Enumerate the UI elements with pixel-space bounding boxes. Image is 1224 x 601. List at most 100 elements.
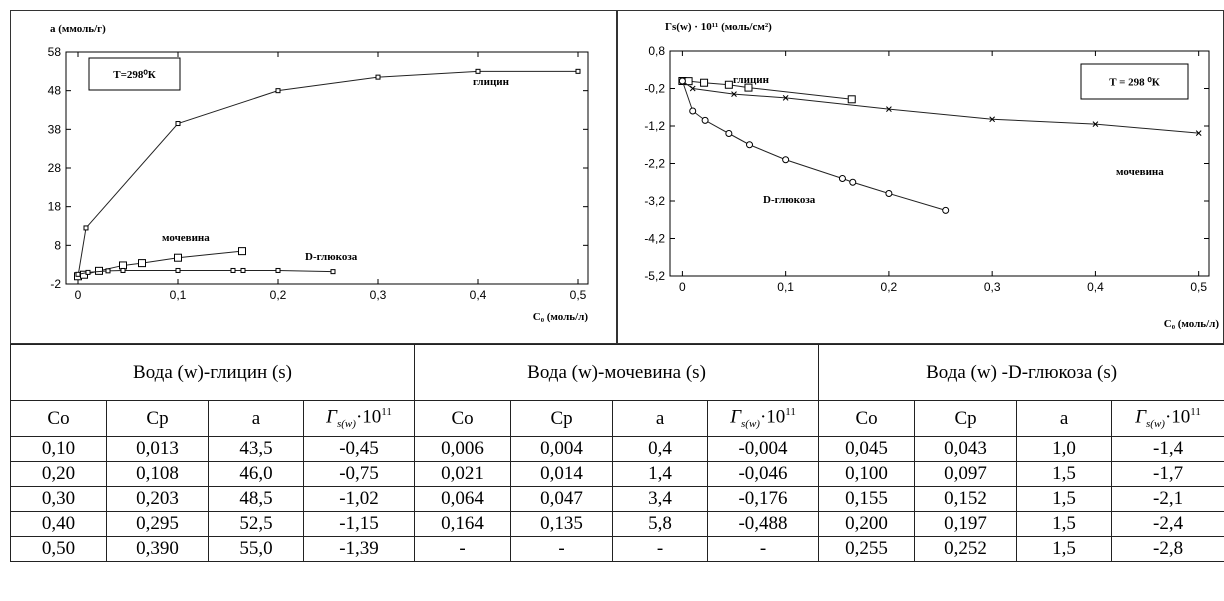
y-tick-label: 28: [48, 161, 62, 175]
data-point: [375, 74, 381, 80]
data-point: [95, 266, 103, 275]
table-cell: 1,5: [1016, 536, 1113, 562]
table-cell: 0,064: [414, 486, 512, 512]
x-tick-label: 0,4: [1087, 280, 1104, 294]
table-cell: -1,02: [302, 486, 416, 512]
chart-gibbs-adsorption: 0,8 -0,2 -1,2 -2,2 -3,2 -4,2 -5,2 0 0,1 0,2 0,3 0,4…: [617, 10, 1224, 344]
table-cell: 5,8: [612, 511, 709, 537]
table-cell: 48,5: [208, 486, 304, 512]
column-header-gamma: Γs(w)·1011: [302, 400, 416, 437]
series-label: глицин: [473, 76, 510, 88]
column-header: Cp: [510, 400, 614, 437]
temperature-box: [88, 57, 181, 91]
series-label: D-глюкоза: [305, 251, 358, 263]
data-point: [838, 175, 846, 182]
table-cell: -0,176: [707, 486, 820, 512]
group-header: Вода (w) -D-глюкоза (s): [818, 344, 1224, 401]
table-cell: 0,10: [10, 436, 107, 462]
data-point: [725, 130, 733, 137]
table-cell: 0,047: [510, 486, 614, 512]
x-tick-label: 0: [75, 288, 82, 302]
table-cell: 0,40: [10, 511, 107, 537]
table-cell: 3,4: [612, 486, 709, 512]
table-cell: 0,100: [818, 461, 916, 487]
table-cell: 0,004: [510, 436, 614, 462]
table-cell: -: [414, 536, 512, 562]
table-cell: -1,15: [302, 511, 416, 537]
y-tick-label: -0,2: [644, 82, 665, 96]
x-tick-label: 0,5: [1190, 280, 1207, 294]
table-cell: 0,155: [818, 486, 916, 512]
data-point: [575, 68, 581, 74]
table-cell: 1,5: [1016, 486, 1113, 512]
outer-frame: [10, 10, 617, 344]
data-point: [138, 259, 146, 268]
data-point: [731, 91, 737, 97]
data-point: [678, 77, 686, 85]
data-point: [689, 85, 696, 92]
table-cell: -1,39: [302, 536, 416, 562]
table-cell: 0,043: [914, 436, 1018, 462]
table-cell: 52,5: [208, 511, 304, 537]
data-point: [105, 268, 111, 274]
column-header: Cp: [914, 400, 1018, 437]
table-cell: 0,30: [10, 486, 107, 512]
y-tick-label: 38: [48, 122, 62, 136]
table-cell: -0,046: [707, 461, 820, 487]
table-cell: 55,0: [208, 536, 304, 562]
y-tick-label: -2: [50, 277, 61, 291]
group-header: Вода (w)-глицин (s): [9, 344, 416, 401]
data-point: [1092, 121, 1099, 127]
data-point: [330, 269, 336, 275]
data-point: [885, 190, 893, 197]
y-axis-label: a (ммоль/г): [50, 23, 106, 35]
column-header: Cp: [106, 400, 209, 437]
x-tick-label: 0,5: [570, 288, 587, 302]
table-cell: 0,097: [914, 461, 1018, 487]
table-row: 0,20 0,108 46,0 -0,75 0,021 0,014 1,4 -0,046 0,1…: [10, 461, 1224, 487]
x-tick-label: 0: [679, 280, 686, 294]
data-point: [275, 88, 281, 94]
table-cell: 0,295: [106, 511, 209, 537]
table-cell: -1,4: [1111, 436, 1224, 462]
table-cell: -0,45: [302, 436, 416, 462]
table-cell: -: [707, 536, 820, 562]
table-cell: 0,108: [106, 461, 209, 487]
group-header: Вода (w)-мочевина (s): [414, 344, 820, 401]
column-header-gamma: Γs(w)·1011: [707, 400, 820, 437]
data-point: [175, 267, 181, 273]
table-cell: 0,164: [414, 511, 512, 537]
table-cell: -1,7: [1111, 461, 1224, 487]
table-cell: -: [612, 536, 709, 562]
table-cell: -0,488: [707, 511, 820, 537]
table-cell: -0,004: [707, 436, 820, 462]
table-cell: 0,152: [914, 486, 1018, 512]
table-cell: 0,50: [10, 536, 107, 562]
temperature-label: T=298⁰К: [113, 69, 156, 81]
series-line: [681, 80, 946, 211]
x-tick-label: 0,2: [881, 280, 898, 294]
data-point: [746, 141, 754, 149]
table-row: 0,50 0,390 55,0 -1,39- - - -0,255 0,252 1,5 -2,8: [10, 536, 1224, 562]
data-point: [175, 121, 181, 127]
y-tick-label: 8: [54, 238, 61, 252]
table-cell: -2,8: [1111, 536, 1224, 562]
data-point: [85, 269, 91, 275]
column-header: Co: [10, 400, 107, 437]
data-point: [744, 83, 753, 92]
table-cell: 1,5: [1016, 461, 1113, 487]
y-tick-label: 58: [48, 45, 62, 59]
y-axis-label: Γs(w) · 10¹¹ (моль/см²): [665, 21, 772, 33]
data-point: [701, 116, 709, 124]
chart-adsorption: -2 8 18 28 38 48 58 0 0,1 0,2 0,3 0,4 0,5 a (ммоль/г)…: [10, 10, 617, 344]
table-cell: 0,135: [510, 511, 614, 537]
table-cell: 0,203: [106, 486, 209, 512]
x-tick-label: 0,4: [470, 288, 487, 302]
y-tick-label: 48: [48, 84, 62, 98]
y-tick-label: -5,2: [644, 269, 665, 283]
table-cell: 1,5: [1016, 511, 1113, 537]
temperature-label: T = 298 ⁰К: [1109, 77, 1160, 89]
series-label: D-глюкоза: [763, 194, 816, 206]
column-header: a: [1016, 400, 1113, 437]
